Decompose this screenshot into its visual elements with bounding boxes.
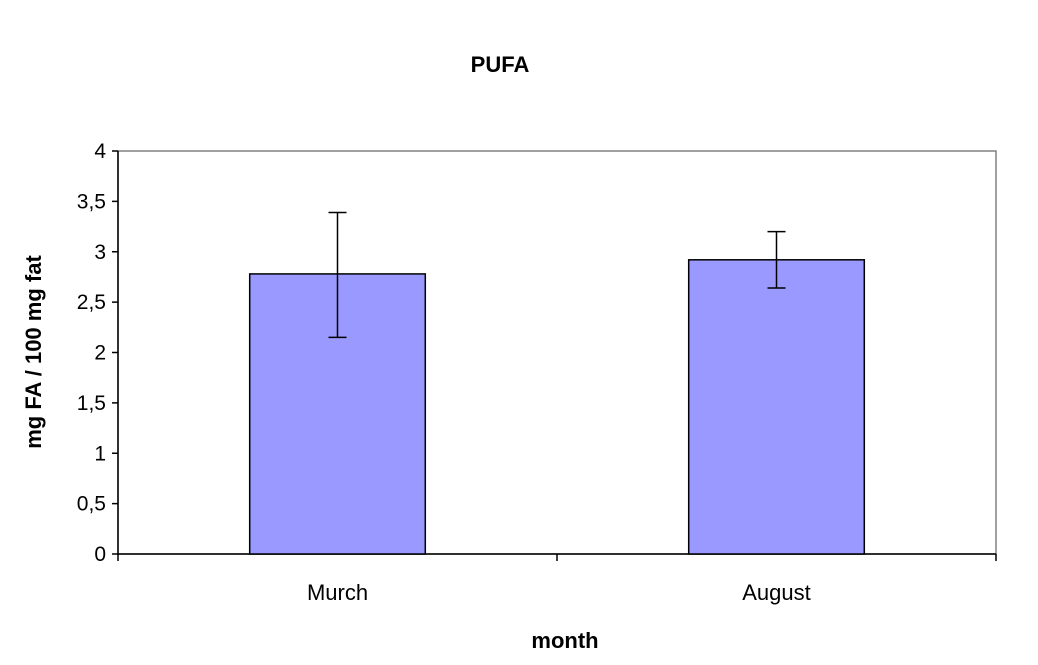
x-ticks: Murch August bbox=[117, 554, 997, 605]
y-tick-label: 2,5 bbox=[77, 291, 106, 314]
y-tick-label: 3,5 bbox=[77, 190, 106, 213]
y-ticks: 0 0,5 1 1,5 2 2,5 3 3,5 4 bbox=[77, 140, 118, 566]
chart-title: PUFA bbox=[471, 52, 530, 77]
y-tick-label: 3 bbox=[94, 241, 106, 264]
x-tick-label: Murch bbox=[307, 580, 368, 605]
y-tick-label: 0,5 bbox=[77, 493, 106, 516]
x-axis-title: month bbox=[531, 628, 598, 653]
bar-august bbox=[687, 259, 866, 555]
y-tick-label: 0 bbox=[94, 543, 106, 566]
y-tick-label: 1 bbox=[94, 442, 106, 465]
bars bbox=[248, 259, 866, 555]
y-tick-label: 2 bbox=[94, 342, 106, 365]
y-tick-label: 4 bbox=[94, 140, 106, 163]
x-tick-label: August bbox=[742, 580, 811, 605]
y-tick-label: 1,5 bbox=[77, 392, 106, 415]
error-bars bbox=[328, 211, 786, 339]
y-axis-title: mg FA / 100 mg fat bbox=[21, 255, 46, 449]
